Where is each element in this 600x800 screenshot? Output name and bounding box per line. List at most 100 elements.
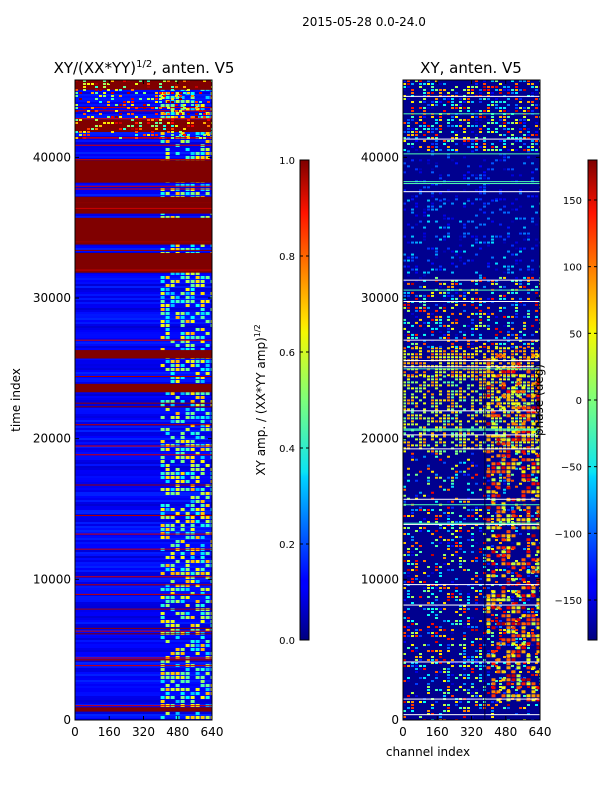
heatmap-cell [511,122,514,124]
heatmap-cell [459,375,462,378]
heatmap-row [75,618,212,620]
heatmap-cell [511,606,516,610]
heatmap-cell [170,96,175,99]
heatmap-cell [496,526,501,530]
heatmap-cell [203,137,206,139]
heatmap-cell [519,279,522,282]
heatmap-cell [487,671,490,674]
heatmap-cell [475,629,478,632]
heatmap-cell [443,557,446,560]
heatmap-cell [535,116,538,118]
heatmap-cell [479,578,482,581]
heatmap-cell [180,696,185,699]
heatmap-cell [527,530,530,533]
heatmap-cell [531,247,534,250]
heatmap-cell [170,272,175,275]
heatmap-cell [459,500,462,503]
heatmap-cell [521,434,526,438]
heatmap-cell [200,444,205,447]
heatmap-cell [506,550,511,554]
heatmap-cell [160,192,165,195]
heatmap-cell [536,482,540,486]
heatmap-cell [463,560,466,563]
heatmap-cell [463,375,466,378]
heatmap-cell [415,563,418,566]
heatmap-cell [511,381,514,384]
heatmap-cell [447,381,450,384]
heatmap-row [75,664,212,666]
heatmap-cell [455,92,458,94]
heatmap-cell [511,303,514,306]
heatmap-cell [179,95,182,97]
red-line [75,593,212,595]
heatmap-cell [491,350,494,353]
heatmap-cell [175,444,180,447]
heatmap-cell [467,530,470,533]
heatmap-row [75,562,212,564]
heatmap-cell [526,394,531,398]
heatmap-row [75,400,212,402]
heatmap-cell [475,353,478,356]
heatmap-cell [165,600,170,603]
heatmap-cell [459,524,462,527]
heatmap-cell [506,606,511,610]
heatmap-cell [536,462,540,466]
heatmap-cell [131,104,134,106]
heatmap-cell [507,375,510,378]
heatmap-cell [99,89,102,91]
heatmap-cell [467,539,470,542]
heatmap-cell [435,198,438,201]
heatmap-cell [471,345,474,348]
heatmap-cell [411,420,414,423]
heatmap-cell [499,384,502,387]
heatmap-cell [431,137,434,139]
heatmap-cell [451,417,454,420]
heatmap-cell [185,456,190,459]
heatmap-cell [171,137,174,139]
heatmap-row [75,330,212,332]
heatmap-cell [185,360,190,363]
heatmap-cell [471,441,474,444]
heatmap-cell [521,478,526,482]
heatmap-cell [415,345,418,348]
heatmap-cell [187,134,190,136]
heatmap-cell [536,606,540,610]
heatmap-cell [486,422,491,426]
heatmap-cell [190,416,195,419]
heatmap-cell [516,438,521,442]
heatmap-row [75,346,212,348]
heatmap-cell [506,554,511,558]
heatmap-cell [515,458,518,461]
heatmap-cell [491,562,496,566]
heatmap-cell [435,104,438,106]
heatmap-cell [439,671,442,674]
heatmap-cell [455,384,458,387]
heatmap-cell [403,587,406,590]
heatmap-cell [195,648,200,651]
heatmap-cell [516,618,521,622]
heatmap-cell [99,95,102,97]
heatmap-cell [499,521,502,524]
heatmap-cell [451,569,454,572]
heatmap-cell [190,524,195,527]
heatmap-cell [415,381,418,384]
heatmap-cell [471,476,474,479]
heatmap-cell [515,593,518,596]
heatmap-cell [511,578,516,582]
heatmap-cell [523,420,526,423]
heatmap-cell [175,86,178,88]
heatmap-cell [471,353,474,356]
heatmap-cell [170,108,175,111]
heatmap-row [75,288,212,290]
heatmap-cell [180,184,185,187]
heatmap-cell [185,344,190,347]
heatmap-cell [491,390,494,393]
heatmap-cell [506,478,511,482]
heatmap-cell [447,587,450,590]
heatmap-cell [119,89,122,91]
heatmap-cell [205,552,210,555]
heatmap-cell [165,468,170,471]
heatmap-cell [165,152,170,155]
heatmap-cell [180,648,185,651]
heatmap-cell [455,116,458,118]
